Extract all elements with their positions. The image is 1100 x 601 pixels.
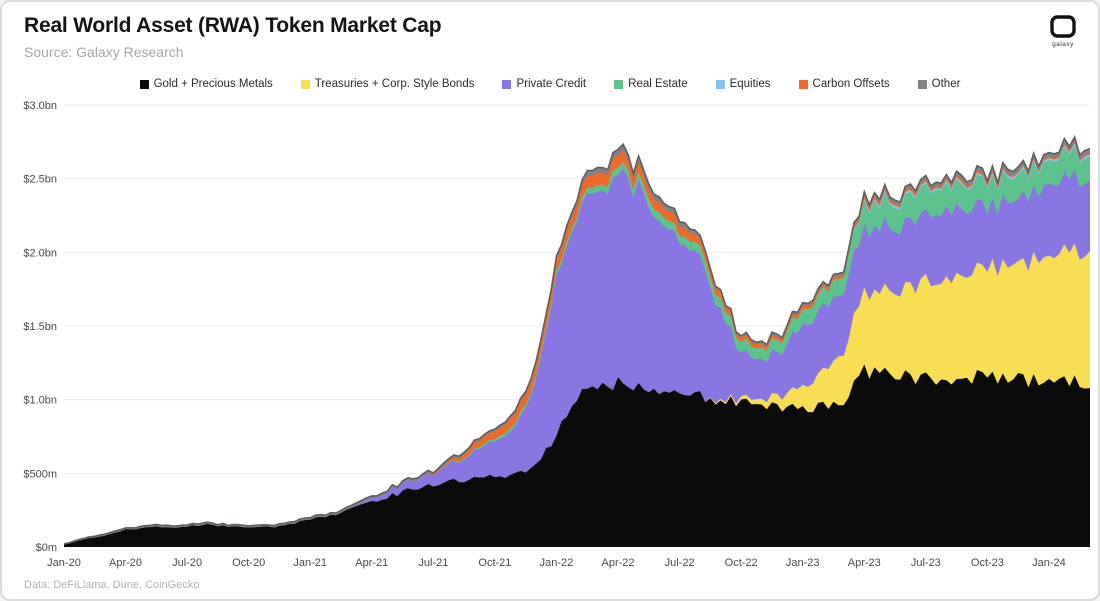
galaxy-logo-icon (1050, 15, 1076, 38)
total-top-edge (63, 134, 1091, 545)
page-title: Real World Asset (RWA) Token Market Cap (24, 14, 442, 37)
x-tick-label: Jan-20 (47, 557, 81, 569)
legend-swatch-icon (139, 79, 149, 89)
x-tick-label: Jul-21 (418, 557, 448, 569)
legend-item-real-estate: Real Estate (614, 78, 688, 90)
legend-item-carbon-offsets: Carbon Offsets (798, 78, 890, 90)
legend: Gold + Precious Metals Treasuries + Corp.… (2, 78, 1098, 90)
y-tick-label: $2.0bn (23, 247, 57, 259)
x-tick-label: Apr-20 (109, 557, 142, 569)
galaxy-logo: galaxy (1044, 14, 1082, 48)
x-tick-label: Jan-24 (1032, 557, 1066, 569)
x-tick-label: Apr-22 (602, 557, 635, 569)
galaxy-logo-label: galaxy (1052, 41, 1074, 48)
legend-item-private-credit: Private Credit (502, 78, 586, 90)
legend-label: Treasuries + Corp. Style Bonds (314, 78, 475, 90)
x-tick-label: Apr-23 (848, 557, 881, 569)
y-tick-label: $2.5bn (23, 174, 57, 186)
legend-swatch-icon (917, 79, 927, 89)
legend-swatch-icon (798, 79, 808, 89)
legend-label: Carbon Offsets (812, 78, 890, 90)
x-tick-label: Oct-20 (232, 557, 265, 569)
legend-swatch-icon (300, 79, 310, 89)
legend-item-gold-precious-metals: Gold + Precious Metals (139, 78, 273, 90)
y-tick-label: $1.5bn (23, 321, 57, 333)
legend-label: Real Estate (628, 78, 688, 90)
legend-swatch-icon (715, 79, 725, 89)
area-gold-precious-metals (64, 364, 1090, 547)
legend-item-other: Other (917, 78, 961, 90)
legend-item-equities: Equities (715, 78, 771, 90)
y-tick-label: $500m (23, 468, 57, 480)
x-tick-label: Jul-20 (172, 557, 202, 569)
x-tick-label: Jul-23 (911, 557, 941, 569)
x-tick-label: Oct-21 (478, 557, 511, 569)
legend-label: Private Credit (516, 78, 587, 90)
x-tick-label: Jan-21 (293, 557, 327, 569)
legend-swatch-icon (614, 79, 624, 89)
x-tick-label: Apr-21 (355, 557, 388, 569)
x-tick-label: Jul-22 (665, 557, 695, 569)
legend-swatch-icon (502, 79, 512, 89)
y-tick-label: $3.0bn (23, 100, 57, 112)
y-tick-label: $0m (36, 542, 57, 554)
legend-label: Other (931, 78, 961, 90)
chart-source: Source: Galaxy Research (24, 44, 184, 60)
data-attribution: Data: DeFiLlama, Dune, CoinGecko (24, 579, 200, 591)
x-tick-label: Oct-23 (971, 557, 1004, 569)
legend-label: Gold + Precious Metals (153, 78, 273, 90)
x-tick-label: Jan-23 (786, 557, 820, 569)
x-tick-label: Oct-22 (725, 557, 758, 569)
legend-item-treasuries-corp-style-bonds: Treasuries + Corp. Style Bonds (300, 78, 475, 90)
y-tick-label: $1.0bn (23, 395, 57, 407)
x-tick-label: Jan-22 (540, 557, 574, 569)
legend-label: Equities (729, 78, 771, 90)
